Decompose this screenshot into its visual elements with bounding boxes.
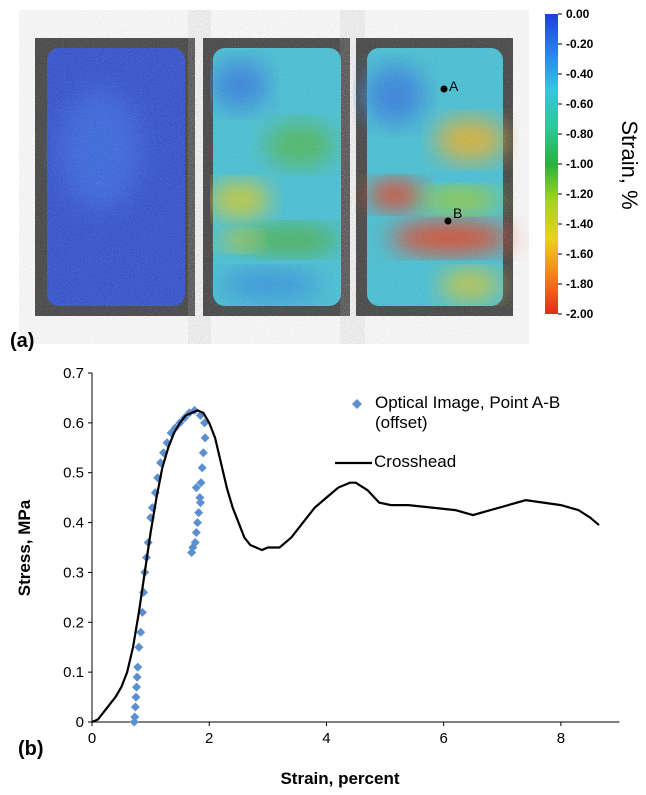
colorbar-tick-label: -0.40 bbox=[566, 67, 594, 81]
y-tick-label: 0.3 bbox=[63, 564, 84, 581]
colorbar-tick-label: -1.40 bbox=[566, 217, 594, 231]
legend-label: Crosshead bbox=[374, 452, 457, 471]
strain-image-3 bbox=[356, 38, 513, 316]
data-point bbox=[130, 712, 140, 722]
data-point bbox=[194, 508, 204, 518]
panel-label: (a) bbox=[10, 330, 34, 352]
data-point bbox=[134, 642, 144, 652]
data-point bbox=[198, 448, 208, 458]
colorbar-tick-label: -1.00 bbox=[566, 157, 594, 171]
colorbar-tick-label: -1.80 bbox=[566, 277, 594, 291]
data-point bbox=[187, 547, 197, 557]
data-point bbox=[131, 692, 141, 702]
data-point bbox=[132, 672, 142, 682]
data-point bbox=[191, 483, 201, 493]
x-axis-title: Strain, percent bbox=[280, 769, 399, 788]
colorbar-tick-label: 0.00 bbox=[566, 7, 590, 21]
legend-marker bbox=[352, 399, 362, 409]
data-point bbox=[196, 478, 206, 488]
colorbar-tick-label: -0.20 bbox=[566, 37, 594, 51]
data-point bbox=[132, 682, 142, 692]
x-tick-label: 0 bbox=[88, 730, 96, 747]
colorbar bbox=[545, 14, 558, 314]
data-point bbox=[195, 498, 205, 508]
x-tick-label: 6 bbox=[439, 730, 447, 747]
y-axis-title: Stress, MPa bbox=[15, 499, 34, 596]
point-label: A bbox=[449, 78, 459, 94]
data-point bbox=[200, 433, 210, 443]
y-tick-label: 0.1 bbox=[63, 664, 84, 681]
colorbar-tick-label: -2.00 bbox=[566, 307, 594, 321]
data-point bbox=[133, 662, 143, 672]
strain-image-2 bbox=[203, 38, 350, 316]
data-point bbox=[130, 702, 140, 712]
colorbar-tick-label: -1.60 bbox=[566, 247, 594, 261]
x-tick-label: 8 bbox=[557, 730, 565, 747]
y-tick-label: 0.4 bbox=[63, 515, 84, 532]
data-point bbox=[193, 518, 202, 528]
colorbar-title: Strain, % bbox=[617, 120, 642, 209]
point-label: B bbox=[453, 205, 462, 221]
colorbar-tick-label: -0.60 bbox=[566, 97, 594, 111]
colorbar-tick-label: -0.80 bbox=[566, 127, 594, 141]
panel-label: (b) bbox=[18, 738, 44, 760]
y-tick-label: 0.5 bbox=[63, 465, 84, 482]
strain-image-1 bbox=[35, 38, 195, 316]
x-tick-label: 4 bbox=[322, 730, 330, 747]
colorbar-tick-label: -1.20 bbox=[566, 187, 594, 201]
y-tick-label: 0.6 bbox=[63, 415, 84, 432]
data-point bbox=[197, 463, 207, 473]
x-tick-label: 2 bbox=[205, 730, 213, 747]
y-tick-label: 0 bbox=[76, 714, 84, 731]
legend-label: Optical Image, Point A-B (offset) bbox=[375, 393, 561, 432]
data-point bbox=[136, 627, 146, 637]
data-point bbox=[191, 528, 201, 538]
data-line bbox=[91, 409, 600, 724]
y-tick-label: 0.7 bbox=[63, 365, 84, 382]
y-tick-label: 0.2 bbox=[63, 614, 84, 631]
